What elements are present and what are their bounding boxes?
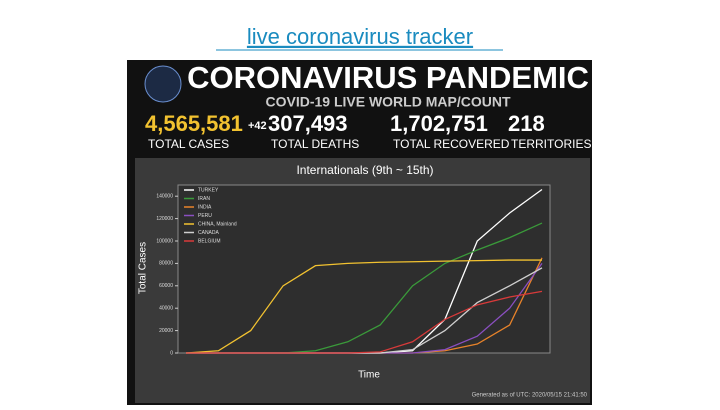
- y-tick-label: 120000: [156, 216, 173, 222]
- plot-area: [177, 184, 551, 354]
- legend-label: IRAN: [198, 196, 210, 202]
- stat-value: 218: [508, 111, 545, 136]
- y-tick-label: 40000: [159, 306, 173, 312]
- legend-label: CANADA: [198, 230, 220, 236]
- legend-label: TURKEY: [198, 187, 219, 193]
- stat-label: TOTAL CASES: [148, 137, 229, 151]
- stat-label: TERRITORIES: [511, 137, 591, 151]
- banner-title: CORONAVIRUS PANDEMIC: [187, 60, 589, 95]
- stat-label: TOTAL RECOVERED: [393, 137, 510, 151]
- y-tick-label: 60000: [159, 283, 173, 289]
- legend-label: PERU: [198, 213, 212, 219]
- y-tick-label: 80000: [159, 261, 173, 267]
- link[interactable]: live coronavirus tracker: [247, 24, 473, 49]
- legend-label: BELGIUM: [198, 238, 221, 244]
- y-tick-label: 100000: [156, 238, 173, 244]
- stat-label: TOTAL DEATHS: [271, 137, 359, 151]
- y-tick-label: 20000: [159, 328, 173, 334]
- footer: Generated as of UTC: 2020/05/15 21:41:50: [472, 393, 588, 399]
- chart-title: Internationals (9th ~ 15th): [296, 163, 433, 177]
- y-tick-label: 0: [170, 350, 173, 356]
- legend-label: CHINA, Mainland: [198, 221, 237, 227]
- stat-value: 1,702,751: [390, 111, 488, 136]
- y-axis-label: Total Cases: [138, 242, 149, 294]
- stat-value: 4,565,581: [145, 111, 243, 136]
- logo: [144, 65, 182, 103]
- series-line: [186, 290, 543, 354]
- legend-label: INDIA: [198, 204, 212, 210]
- x-axis-label: Time: [358, 370, 380, 381]
- series-line: [185, 259, 542, 354]
- y-tick-label: 140000: [156, 194, 173, 200]
- stat-value: 307,493: [268, 111, 348, 136]
- banner-subtitle: COVID-19 LIVE WORLD MAP/COUNT: [265, 94, 510, 110]
- increment: +42: [248, 120, 267, 132]
